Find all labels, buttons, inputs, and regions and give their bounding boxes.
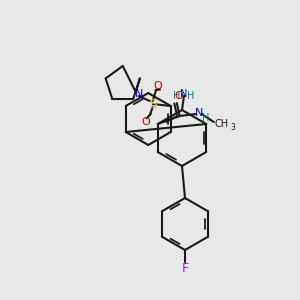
Text: 3: 3: [230, 122, 235, 131]
Text: S: S: [149, 98, 157, 110]
Text: O: O: [174, 91, 183, 101]
Text: H: H: [173, 91, 181, 101]
Text: F: F: [182, 262, 189, 275]
Text: O: O: [153, 81, 162, 91]
Text: N: N: [195, 108, 203, 118]
Text: N: N: [180, 89, 188, 99]
Text: N: N: [135, 89, 143, 99]
Text: H: H: [187, 91, 195, 101]
Text: O: O: [141, 117, 150, 127]
Text: CH: CH: [215, 119, 229, 129]
Text: H: H: [202, 113, 209, 123]
